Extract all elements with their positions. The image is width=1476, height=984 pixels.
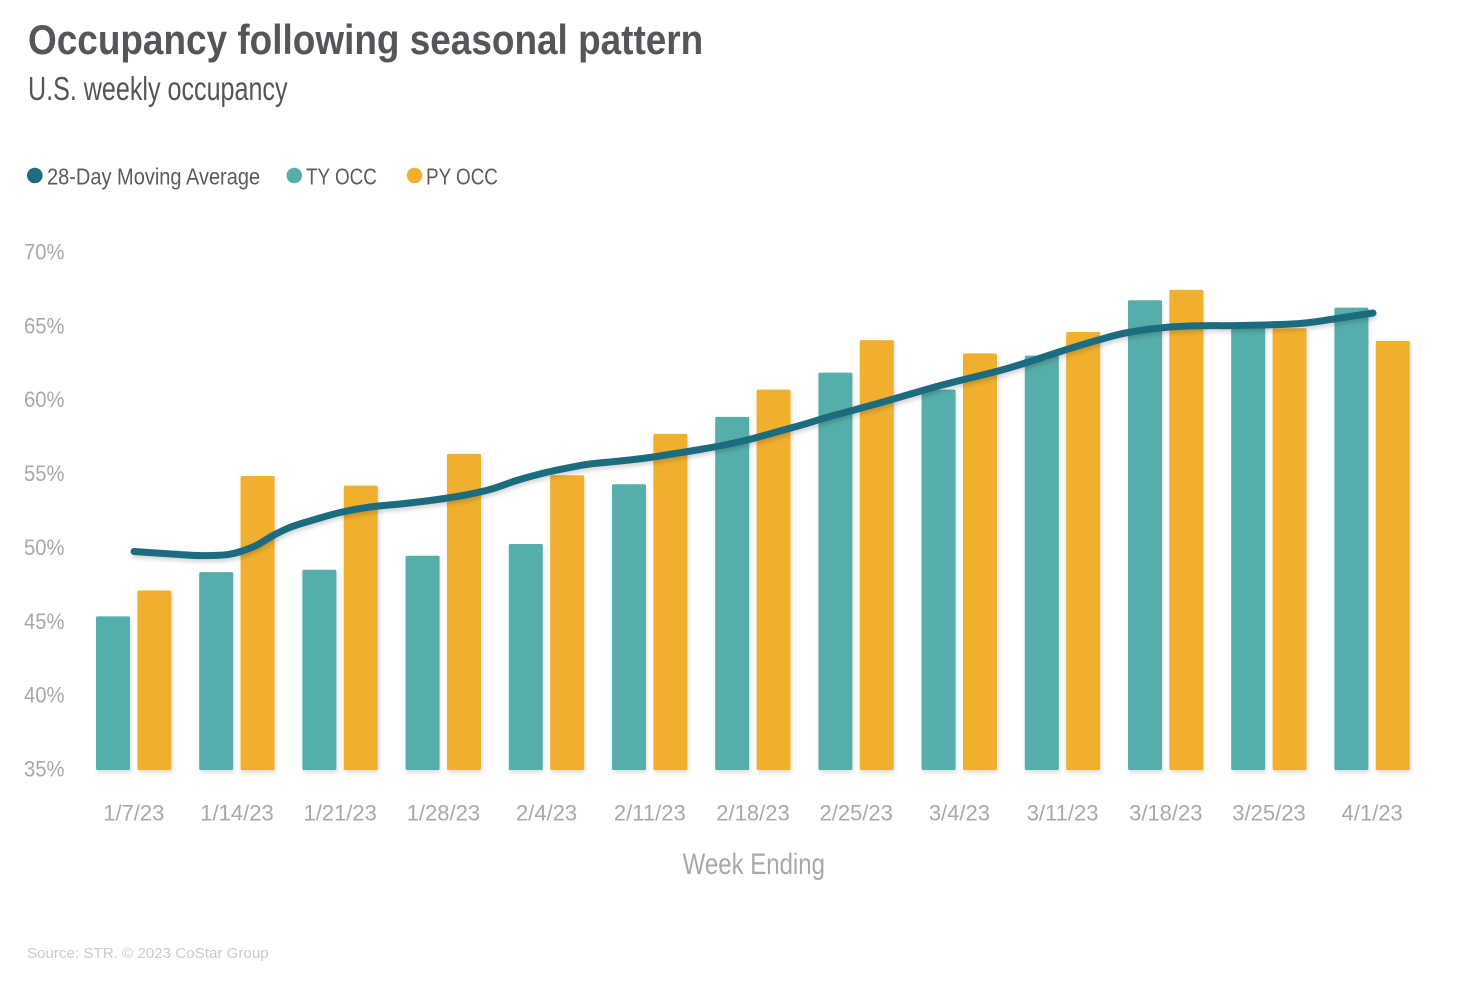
- svg-text:40%: 40%: [24, 684, 65, 708]
- svg-text:4/1/23: 4/1/23: [1342, 801, 1403, 826]
- svg-text:2/11/23: 2/11/23: [614, 801, 686, 826]
- svg-text:50%: 50%: [24, 536, 65, 560]
- svg-text:Occupancy following seasonal p: Occupancy following seasonal pattern: [28, 17, 703, 64]
- svg-text:TY OCC: TY OCC: [306, 165, 377, 190]
- svg-text:35%: 35%: [24, 758, 65, 782]
- svg-text:1/21/23: 1/21/23: [303, 801, 376, 826]
- svg-text:3/25/23: 3/25/23: [1232, 801, 1305, 826]
- svg-text:3/4/23: 3/4/23: [929, 801, 990, 826]
- svg-text:U.S. weekly occupancy: U.S. weekly occupancy: [28, 71, 288, 108]
- svg-text:70%: 70%: [24, 241, 65, 265]
- svg-text:2/18/23: 2/18/23: [716, 801, 789, 826]
- svg-text:65%: 65%: [24, 315, 65, 339]
- svg-text:28-Day Moving Average: 28-Day Moving Average: [47, 163, 260, 190]
- svg-text:2/4/23: 2/4/23: [516, 801, 577, 826]
- svg-text:Week Ending: Week Ending: [683, 846, 825, 880]
- svg-text:55%: 55%: [24, 462, 65, 486]
- svg-text:45%: 45%: [24, 610, 65, 634]
- svg-text:60%: 60%: [24, 388, 65, 412]
- svg-text:1/28/23: 1/28/23: [407, 801, 480, 826]
- svg-text:Source: STR. © 2023 CoStar Gro: Source: STR. © 2023 CoStar Group: [27, 945, 269, 962]
- svg-text:3/18/23: 3/18/23: [1129, 801, 1202, 826]
- svg-text:1/7/23: 1/7/23: [103, 801, 164, 826]
- svg-text:PY OCC: PY OCC: [426, 165, 498, 190]
- svg-text:2/25/23: 2/25/23: [819, 801, 892, 826]
- svg-text:3/11/23: 3/11/23: [1027, 801, 1099, 826]
- svg-text:1/14/23: 1/14/23: [200, 801, 273, 826]
